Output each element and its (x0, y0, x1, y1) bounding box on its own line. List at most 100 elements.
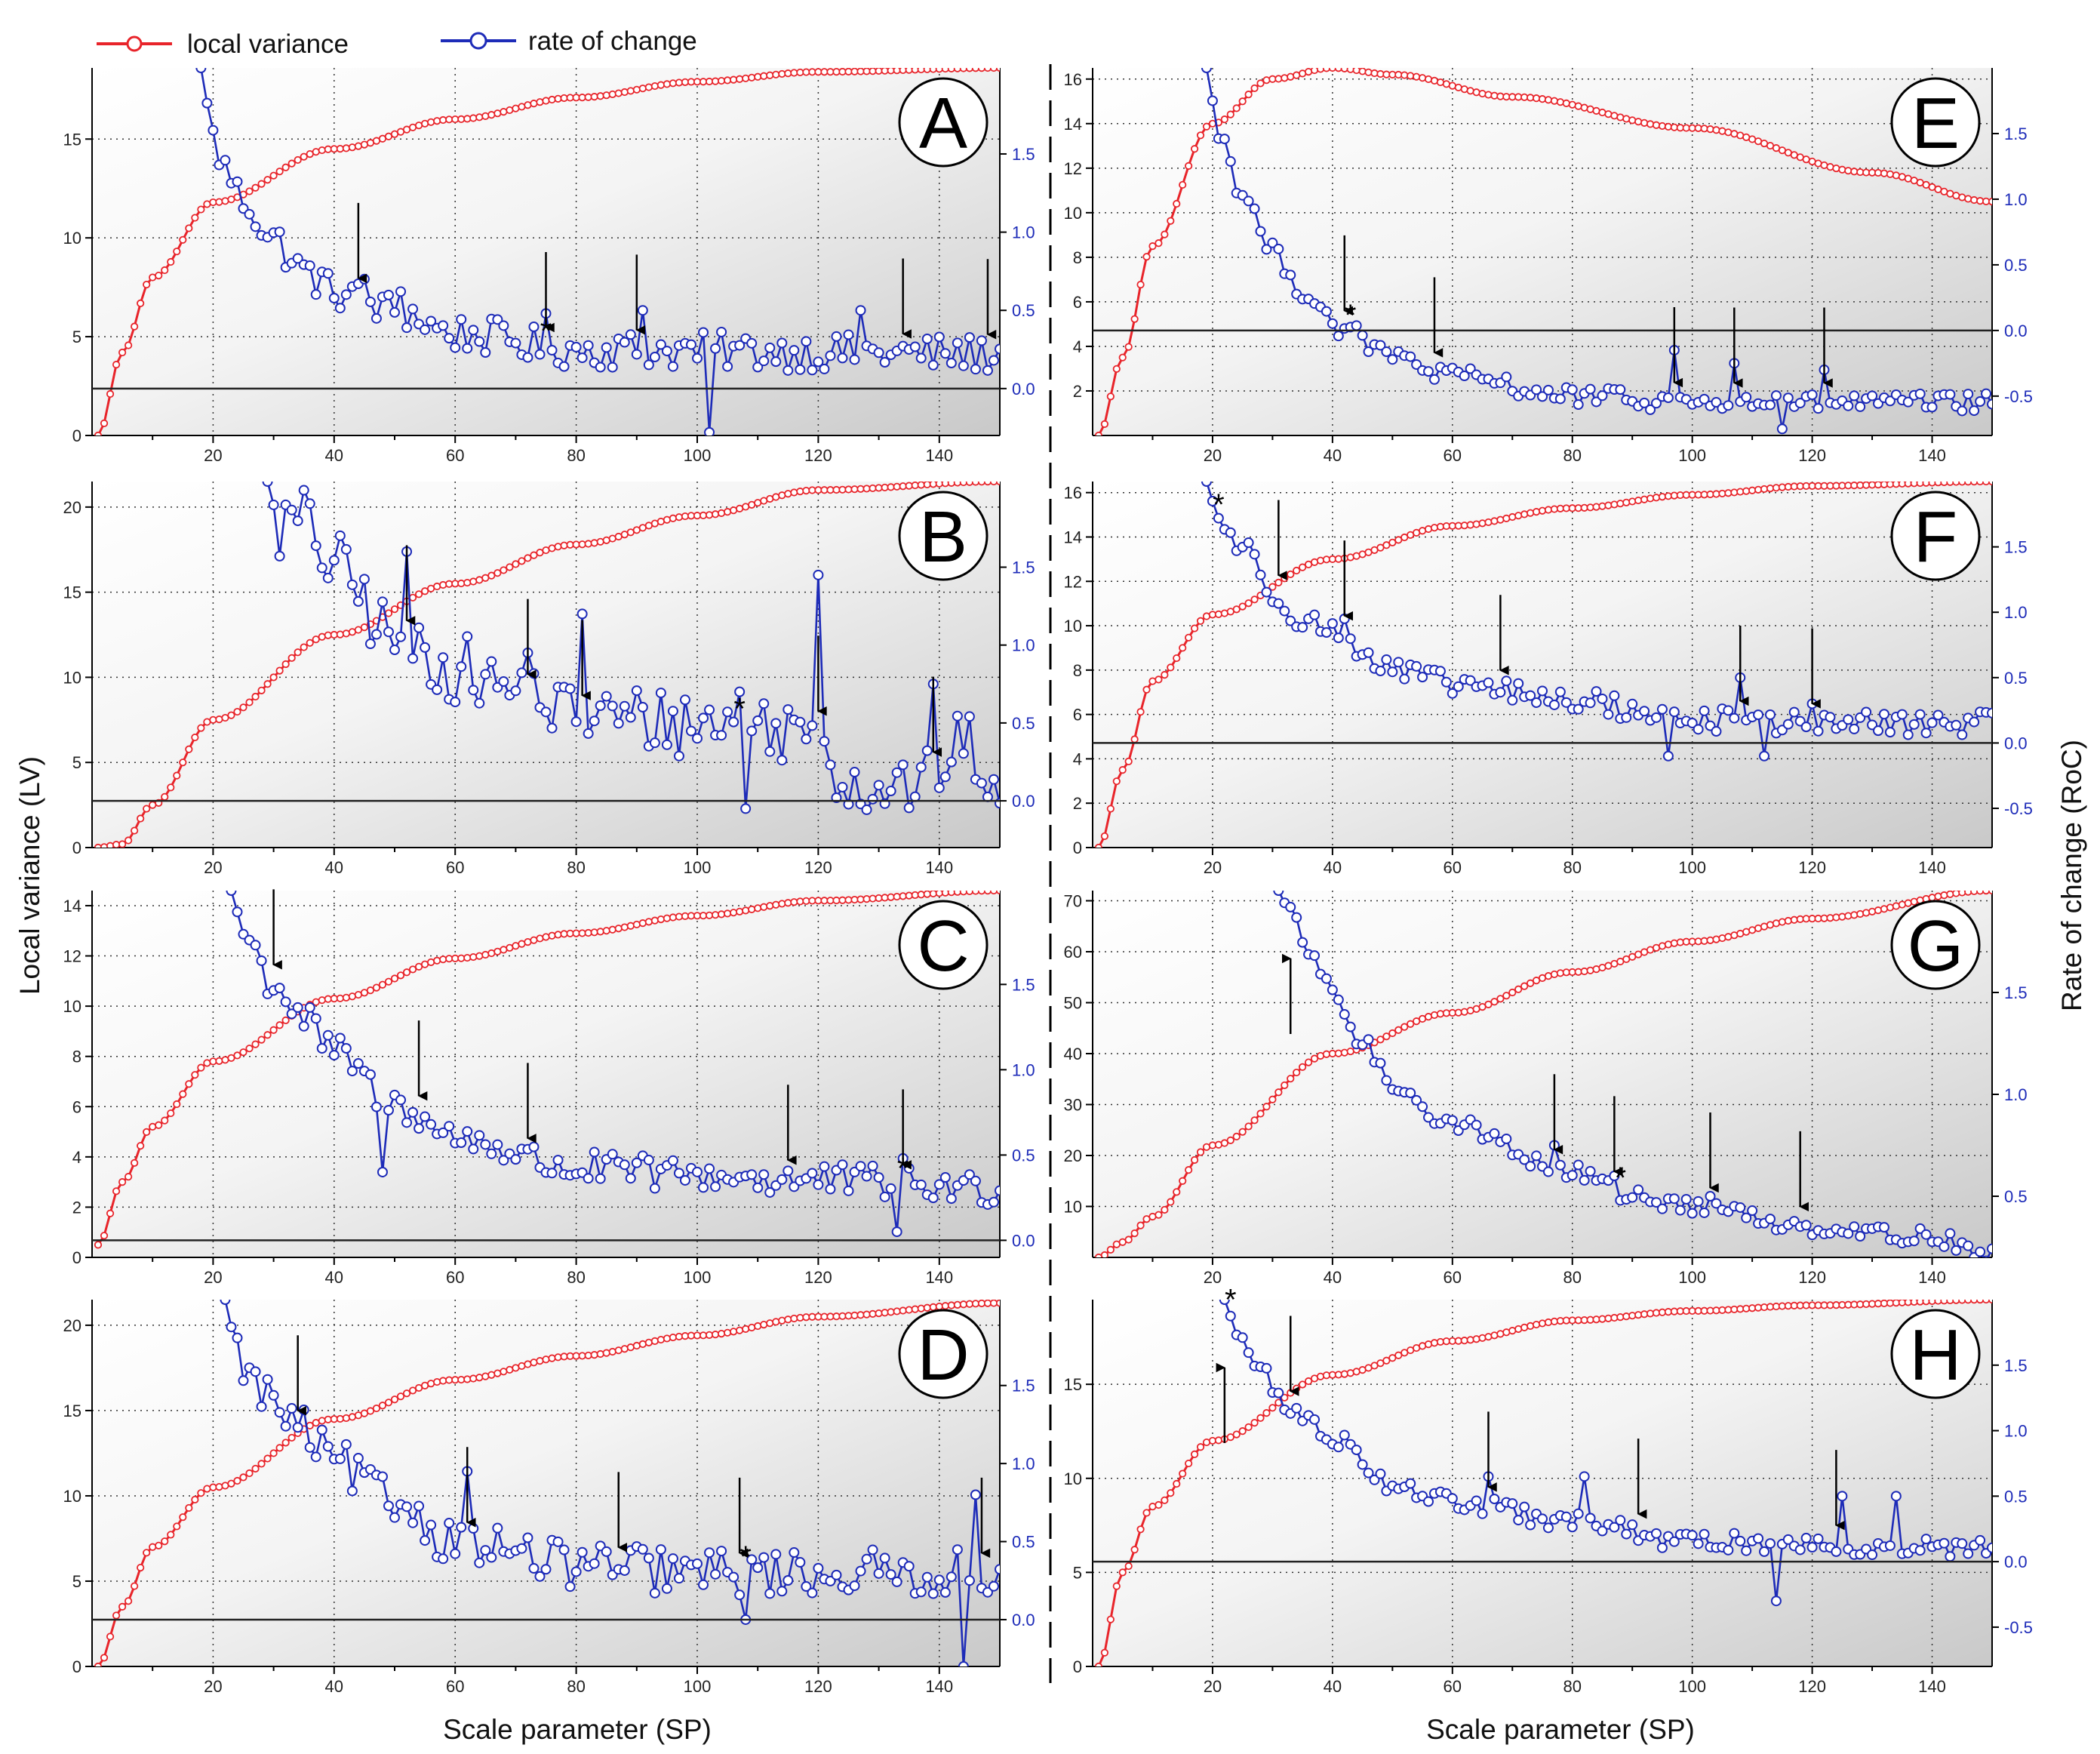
roc-point (456, 661, 467, 672)
lv-point (348, 992, 356, 1001)
plot-area (92, 891, 1000, 1257)
lv-point (1167, 1489, 1175, 1497)
lv-point (578, 1352, 586, 1360)
roc-tick-label: 1.0 (1012, 223, 1035, 242)
lv-tick-label: 10 (63, 229, 81, 248)
lv-point (197, 1063, 205, 1072)
roc-point (1627, 1192, 1638, 1203)
roc-point (1471, 1119, 1482, 1131)
lv-point (1310, 68, 1319, 75)
roc-point (516, 1543, 527, 1554)
roc-point (1920, 1229, 1932, 1240)
lv-point (899, 892, 907, 900)
lv-point (602, 927, 610, 935)
roc-point (1939, 1537, 1950, 1549)
roc-point (1747, 1205, 1758, 1217)
lv-point (935, 1302, 943, 1311)
roc-point (414, 622, 425, 633)
lv-point (608, 90, 616, 99)
lv-point (1832, 164, 1840, 173)
roc-point (1273, 598, 1284, 609)
lv-point (360, 623, 368, 632)
lv-point (245, 187, 254, 195)
lv-point (1718, 127, 1726, 135)
lv-point (487, 949, 496, 958)
roc-point (583, 728, 594, 739)
lv-point (1970, 195, 1979, 205)
roc-point (420, 1535, 431, 1546)
roc-point (1914, 388, 1926, 399)
roc-point (837, 1159, 848, 1171)
lv-point (1346, 68, 1354, 73)
roc-point (945, 1571, 957, 1583)
lv-point (475, 952, 484, 960)
lv-point (1274, 578, 1283, 586)
roc-point (1381, 1075, 1392, 1086)
lv-point (493, 1369, 502, 1377)
roc-point (801, 1581, 812, 1592)
roc-point (462, 1126, 473, 1137)
roc-point (1273, 1387, 1284, 1399)
roc-point (1800, 1220, 1812, 1231)
roc-point (1951, 1245, 1962, 1256)
lv-point (802, 1313, 810, 1322)
lv-point (1340, 68, 1348, 72)
lv-point (1214, 610, 1222, 619)
lv-point (530, 1359, 538, 1367)
lv-point (1527, 1322, 1535, 1330)
lv-point (602, 91, 610, 100)
lv-point (348, 1413, 356, 1421)
lv-point (663, 515, 672, 524)
roc-point (1489, 1128, 1500, 1139)
lv-point (923, 891, 931, 898)
lv-point (263, 176, 272, 184)
lv-point (94, 1241, 103, 1249)
x-tick-label: 20 (1204, 858, 1222, 877)
roc-point (1861, 706, 1872, 718)
roc-point (970, 364, 981, 375)
roc-point (558, 1544, 570, 1556)
lv-point (1634, 496, 1643, 505)
lv-point (760, 903, 768, 911)
roc-tick-label: 0.5 (1012, 714, 1035, 733)
roc-point (1945, 1228, 1956, 1239)
roc-point (607, 700, 618, 712)
roc-point (1542, 1522, 1554, 1534)
roc-point (352, 595, 364, 607)
lv-point (100, 1654, 109, 1662)
lv-point (530, 100, 538, 108)
roc-point (498, 675, 509, 687)
lv-point (675, 912, 684, 921)
lv-point (772, 900, 780, 909)
roc-point (352, 1058, 364, 1069)
lv-point (294, 155, 302, 165)
lv-point (131, 322, 139, 331)
lv-point (143, 805, 151, 813)
lv-point (1778, 918, 1786, 926)
lv-tick-label: 2 (1073, 794, 1082, 813)
roc-point (232, 176, 243, 187)
panel-label-circle (898, 491, 989, 581)
roc-point (601, 1546, 612, 1557)
lv-point (596, 537, 604, 546)
x-tick-label: 100 (1678, 858, 1706, 877)
roc-point (340, 1043, 352, 1054)
lv-point (251, 1040, 260, 1048)
lv-point (245, 1045, 254, 1053)
lv-point (137, 1142, 145, 1150)
roc-point (304, 260, 315, 272)
roc-point (286, 1403, 297, 1414)
roc-point (250, 1366, 261, 1377)
lv-point (675, 513, 684, 522)
roc-point (1843, 400, 1854, 411)
legend-roc-marker (469, 32, 487, 50)
lv-point (656, 915, 665, 924)
roc-point (988, 774, 999, 785)
roc-point (915, 762, 927, 773)
roc-tick-label: 1.5 (2004, 983, 2028, 1002)
roc-point (861, 1171, 872, 1182)
lv-point (1874, 906, 1883, 915)
roc-point (1656, 703, 1668, 715)
roc-point (510, 1154, 521, 1165)
roc-point (1267, 237, 1278, 248)
